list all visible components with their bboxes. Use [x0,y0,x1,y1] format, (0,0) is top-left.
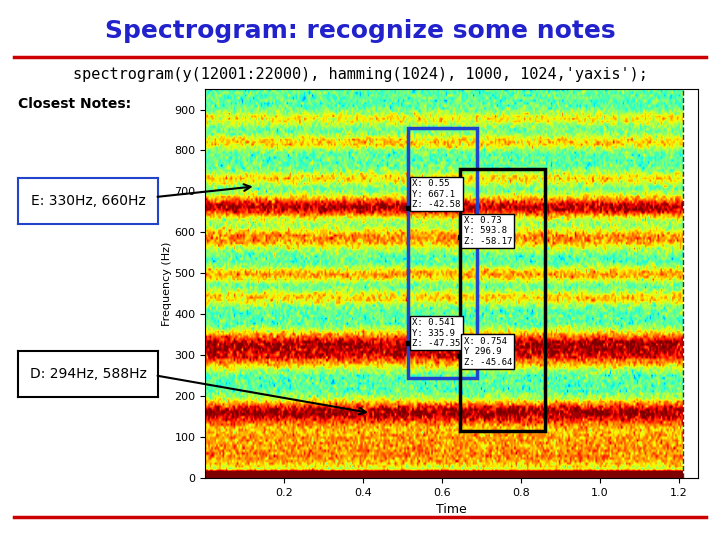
Bar [459,169,544,431]
Text: X: 0.73
Y: 593.8
Z: -58.17: X: 0.73 Y: 593.8 Z: -58.17 [464,216,512,246]
Text: Closest Notes:: Closest Notes: [18,97,131,111]
Text: Spectrogram: recognize some notes: Spectrogram: recognize some notes [104,19,616,43]
Text: X: 0.754
Y 296.9
Z: -45.64: X: 0.754 Y 296.9 Z: -45.64 [464,337,512,367]
X-axis label: Time: Time [436,503,467,516]
Text: D: 294Hz, 588Hz: D: 294Hz, 588Hz [30,367,147,381]
Bar [408,128,477,377]
Y-axis label: Frequency (Hz): Frequency (Hz) [161,241,171,326]
Text: X: 0.541
Y: 335.9
Z: -47.35: X: 0.541 Y: 335.9 Z: -47.35 [413,318,461,348]
Text: E: 330Hz, 660Hz: E: 330Hz, 660Hz [31,194,145,208]
Text: X: 0.55
Y: 667.1
Z: -42.58: X: 0.55 Y: 667.1 Z: -42.58 [413,179,461,209]
Text: spectrogram(y(12001:22000), hamming(1024), 1000, 1024,'yaxis');: spectrogram(y(12001:22000), hamming(1024… [73,68,647,83]
